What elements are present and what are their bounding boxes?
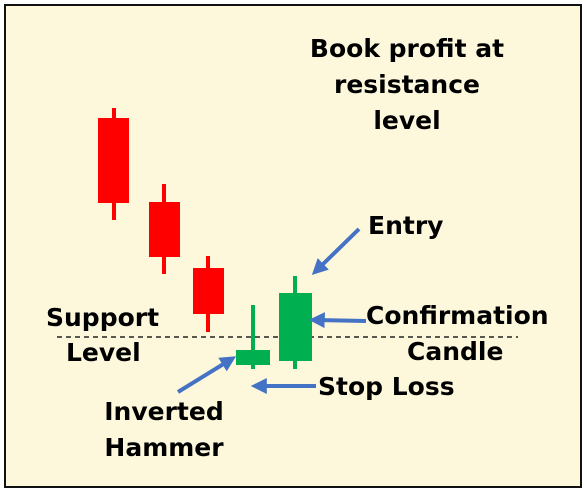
entry-label: Entry	[368, 211, 443, 240]
support-label-line2: Level	[66, 338, 141, 367]
candle-body	[279, 293, 312, 361]
inverted-hammer-label-line1: Inverted	[104, 397, 223, 426]
book-profit-label-line3: level	[373, 106, 440, 135]
diagram-background	[4, 4, 582, 488]
candle-body	[193, 268, 224, 314]
entry-arrow	[311, 227, 361, 276]
support-label-line1: Support	[46, 303, 159, 332]
candle-body	[149, 202, 180, 257]
confirmation-label-line2: Candle	[407, 337, 503, 366]
bearish-candle-2	[149, 184, 180, 274]
confirmation-arrow	[308, 312, 367, 329]
bearish-candle-3	[193, 256, 224, 332]
book-profit-label-line1: Book profit at	[310, 34, 504, 63]
candle-body	[236, 350, 270, 365]
confirmation-candle	[279, 276, 312, 369]
stop-loss-label: Stop Loss	[318, 372, 455, 401]
inverted-hammer-arrow	[176, 356, 237, 394]
candle-wick	[251, 305, 255, 369]
book-profit-label-line2: resistance	[334, 70, 480, 99]
confirmation-label-line1: Confirmation	[366, 301, 549, 330]
bearish-candle-1	[98, 108, 129, 220]
candle-body	[98, 118, 129, 203]
inverted-hammer-candle	[236, 305, 270, 369]
inverted-hammer-label-line2: Hammer	[104, 433, 224, 462]
